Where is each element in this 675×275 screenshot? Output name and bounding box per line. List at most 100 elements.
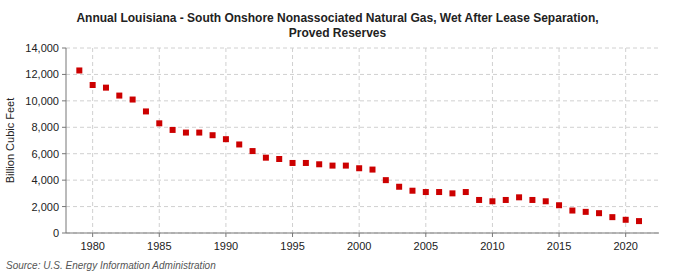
y-grid-line [66,74,659,75]
point [290,160,296,166]
y-tick [62,206,66,207]
point [423,189,429,195]
source-note: Source: U.S. Energy Information Administ… [6,260,216,271]
x-tick [559,233,560,237]
point [343,163,349,169]
y-tick-label: 0 [53,227,59,239]
point [103,85,109,91]
point [476,197,482,203]
x-tick [492,233,493,237]
point [316,161,322,167]
title-line: Annual Louisiana - South Onshore Nonasso… [76,11,598,25]
x-grid-line [492,48,493,233]
point [636,218,642,224]
chart: Annual Louisiana - South Onshore Nonasso… [0,0,675,275]
y-grid-line [66,48,659,49]
y-grid-line [66,153,659,154]
x-tick-label: 1995 [280,240,304,252]
y-tick-label: 14,000 [25,42,59,54]
point [263,155,269,161]
point [210,132,216,138]
x-tick-label: 2020 [613,240,637,252]
x-tick [625,233,626,237]
point [609,214,615,220]
y-tick-label: 6,000 [31,148,59,160]
point [250,148,256,154]
x-tick [159,233,160,237]
point [556,202,562,208]
point [156,120,162,126]
x-grid-line [425,48,426,233]
point [583,209,589,215]
point [276,156,282,162]
y-tick [62,180,66,181]
x-tick [225,233,226,237]
x-grid-line [92,48,93,233]
x-grid-line [159,48,160,233]
point [330,163,336,169]
x-tick [292,233,293,237]
title-line: Proved Reserves [289,26,387,40]
point [90,82,96,88]
point [596,210,602,216]
x-grid-line [292,48,293,233]
point [303,160,309,166]
point [183,130,189,136]
y-grid-line [66,100,659,101]
point [130,97,136,103]
point [383,177,389,183]
title: Annual Louisiana - South Onshore Nonasso… [76,11,598,40]
point [409,188,415,194]
y-tick [62,48,66,49]
x-tick [425,233,426,237]
x-tick-label: 2015 [547,240,571,252]
y-grid-line [66,206,659,207]
y-grid-line [66,127,659,128]
point [143,108,149,114]
y-axis-label: Billion Cubic Feet [4,98,16,184]
y-tick [62,153,66,154]
y-tick [62,100,66,101]
x-tick-label: 2005 [414,240,438,252]
point [623,217,629,223]
point [503,197,509,203]
x-tick-label: 2010 [480,240,504,252]
y-tick-label: 10,000 [25,95,59,107]
y-tick-label: 2,000 [31,201,59,213]
axes: 0 2,000 4,000 6,000 8,000 10,000 12,000 14,000 1… [25,42,659,252]
point [170,127,176,133]
point [516,194,522,200]
point [569,208,575,214]
y-tick [62,233,66,234]
x-tick-label: 1980 [80,240,104,252]
y-grid-line [66,180,659,181]
point [436,189,442,195]
x-tick [359,233,360,237]
x-tick-label: 1985 [147,240,171,252]
point [529,197,535,203]
y-axis-line [66,48,67,233]
data-points [76,67,642,224]
y-tick-label: 4,000 [31,174,59,186]
x-grid-line [359,48,360,233]
y-tick [62,74,66,75]
point [489,198,495,204]
y-tick-label: 8,000 [31,121,59,133]
point [396,184,402,190]
y-tick [62,127,66,128]
point [369,167,375,173]
x-grid-line [625,48,626,233]
y-tick-label: 12,000 [25,68,59,80]
point [356,165,362,171]
point [463,189,469,195]
point [76,67,82,73]
point [116,93,122,99]
y-grid-line [66,233,659,234]
x-tick-label: 1990 [214,240,238,252]
point [449,190,455,196]
grid [66,48,659,233]
x-tick [92,233,93,237]
point [236,141,242,147]
point [223,136,229,142]
point [543,198,549,204]
